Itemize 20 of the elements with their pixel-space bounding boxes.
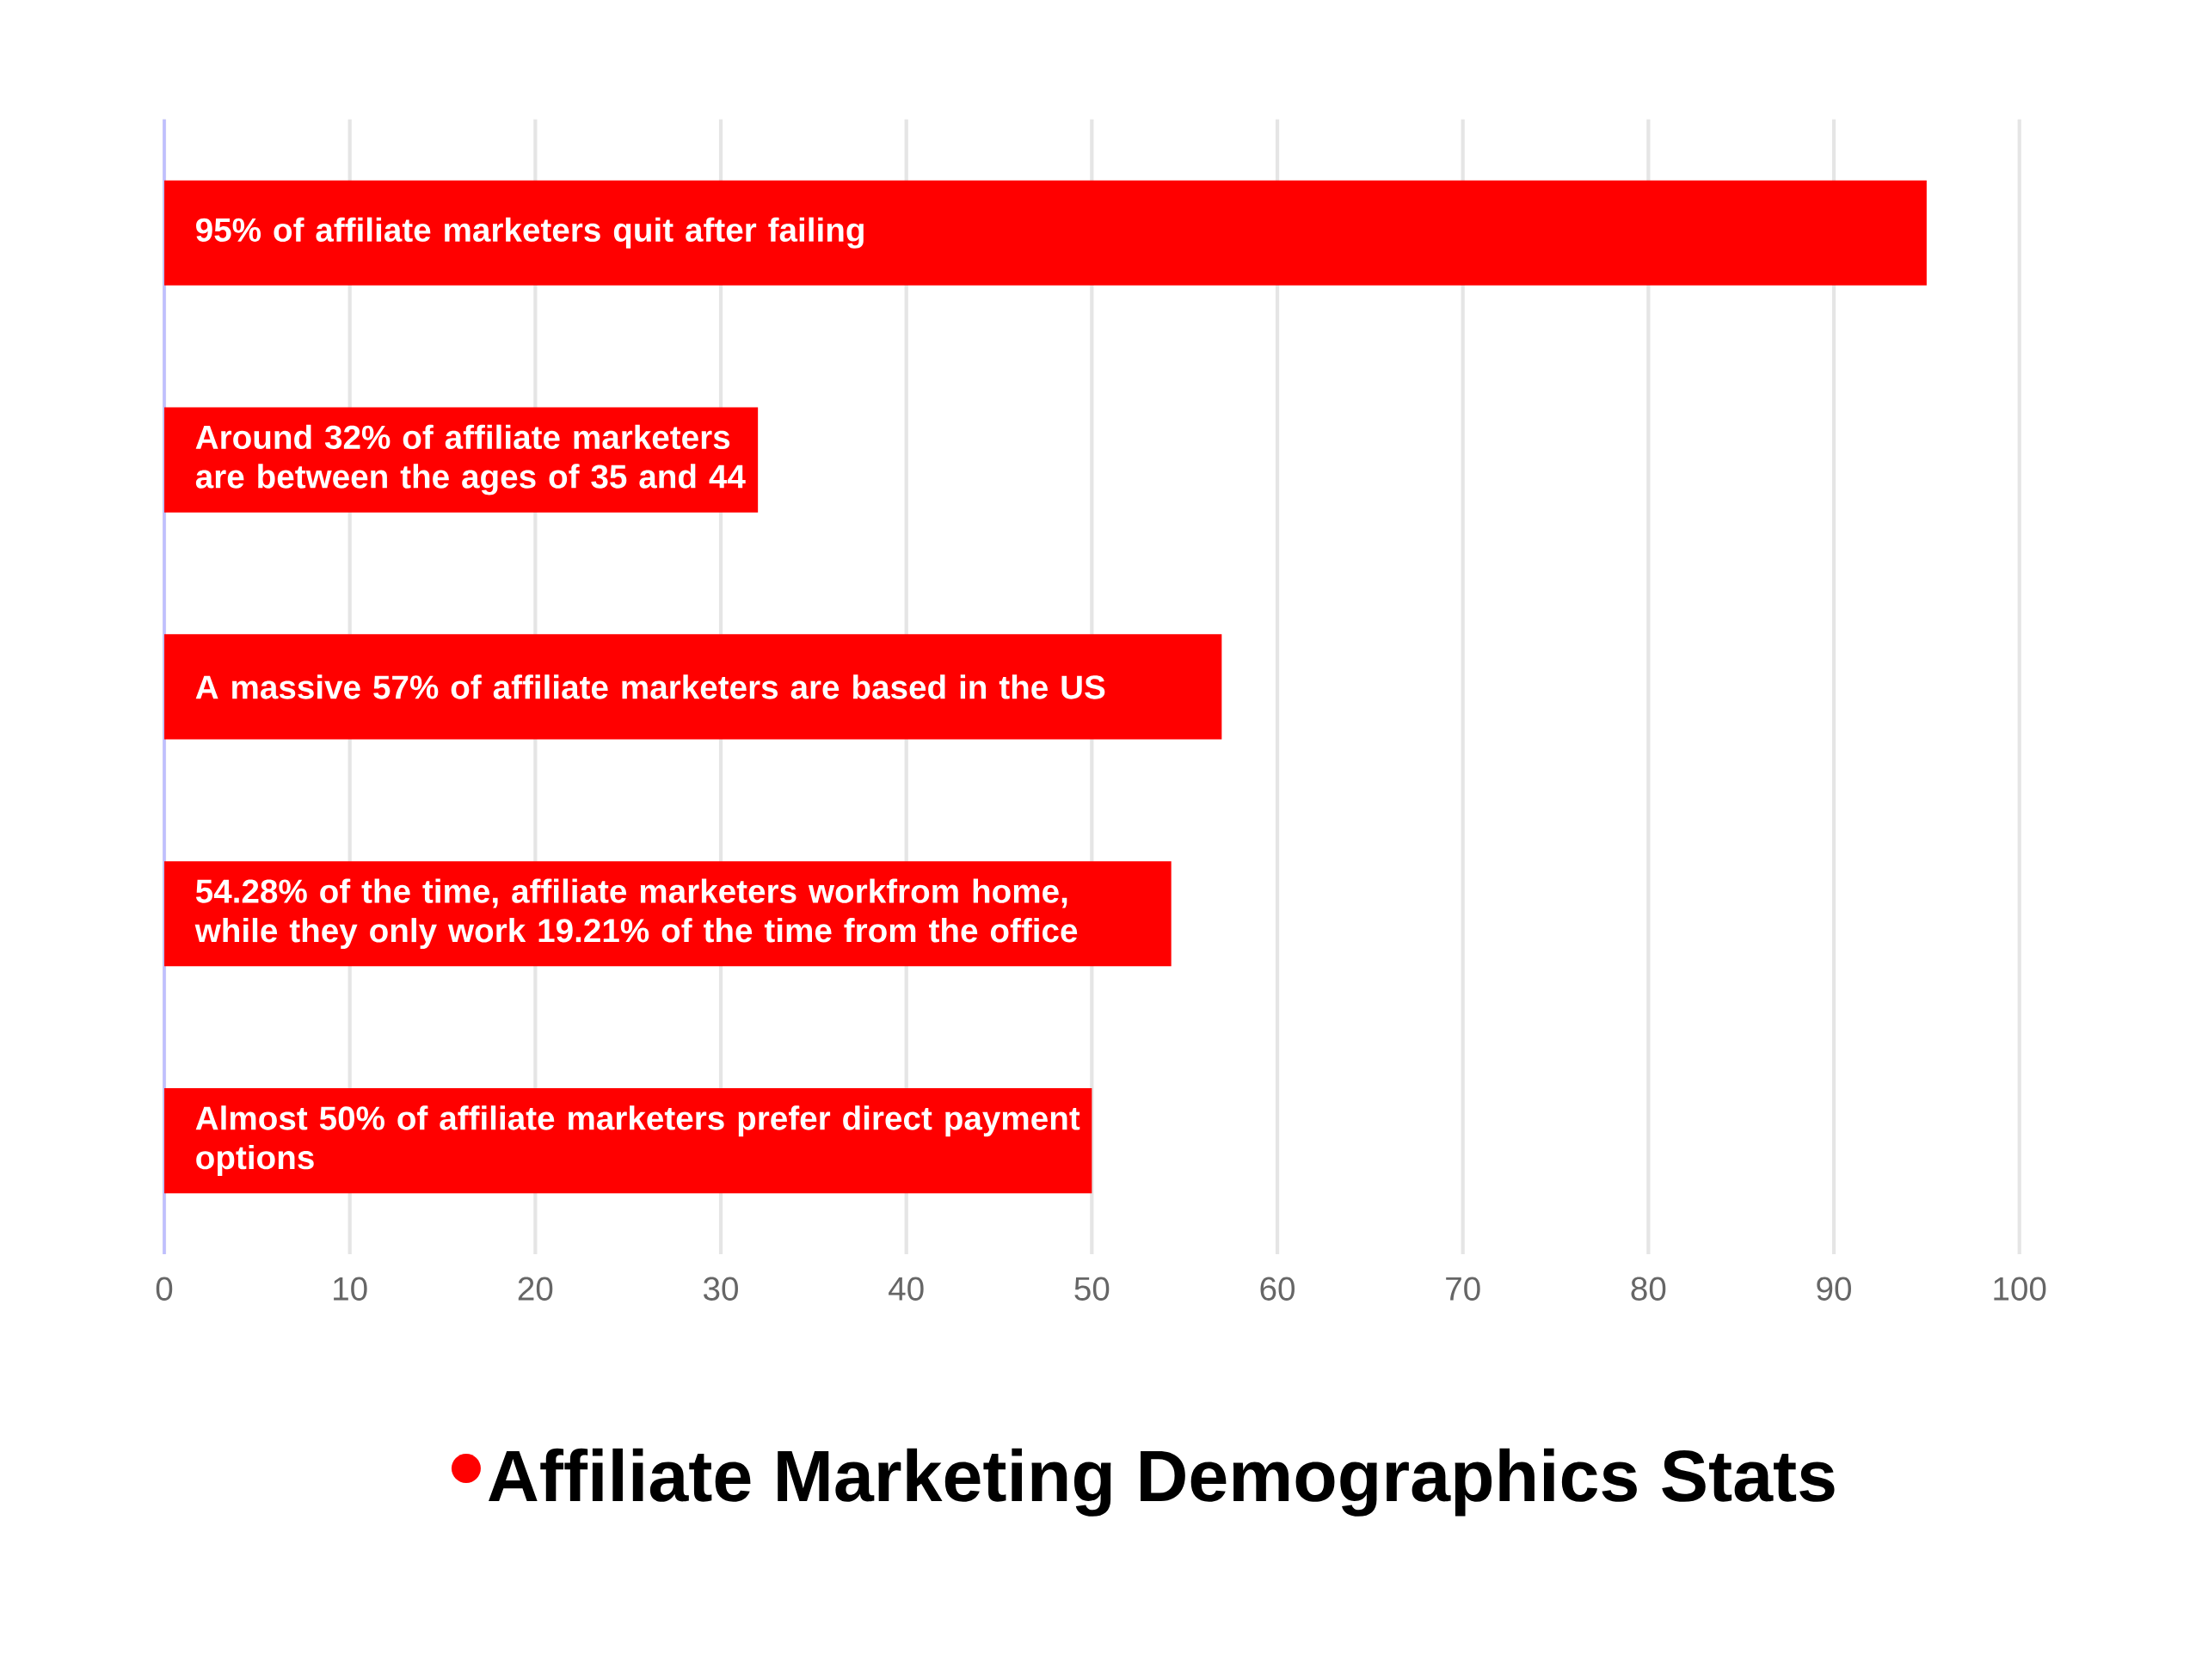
x-tick-label: 50: [1074, 1277, 1110, 1301]
x-tick-label: 90: [1817, 1277, 1851, 1301]
x-tick-label: 30: [704, 1277, 738, 1301]
bar: [164, 180, 1927, 286]
x-tick-label: 40: [889, 1277, 924, 1301]
x-tick-label: 10: [334, 1277, 367, 1301]
x-tick-label: 20: [518, 1277, 553, 1301]
x-tick-label: 80: [1631, 1277, 1666, 1301]
y-tick-label: 54.28% of the time, affiliate marketers workfrom home, while they only work 19.21% of the time from the office: [194, 878, 1078, 950]
bar: [164, 1088, 1092, 1194]
x-tick-label: 60: [1260, 1277, 1295, 1301]
bar: [164, 634, 1222, 740]
y-tick-label: Around 32% of affiliate marketers are between the ages of 35 and 44: [195, 424, 746, 495]
y-tick-label: A massive 57% of affiliate marketers are based in the US: [195, 674, 1105, 699]
y-tick-label: 95% of affiliate marketers quit after failing: [196, 217, 864, 249]
y-tick-label: Almost 50% of affiliate marketers prefer direct payment options: [195, 1105, 1080, 1176]
x-tick-label: 100: [1994, 1277, 2046, 1301]
x-tick-label: 0: [156, 1277, 173, 1301]
x-tick-label: 70: [1446, 1277, 1480, 1301]
legend-label: Affiliate Marketing Demographics Stats: [489, 1448, 1835, 1517]
